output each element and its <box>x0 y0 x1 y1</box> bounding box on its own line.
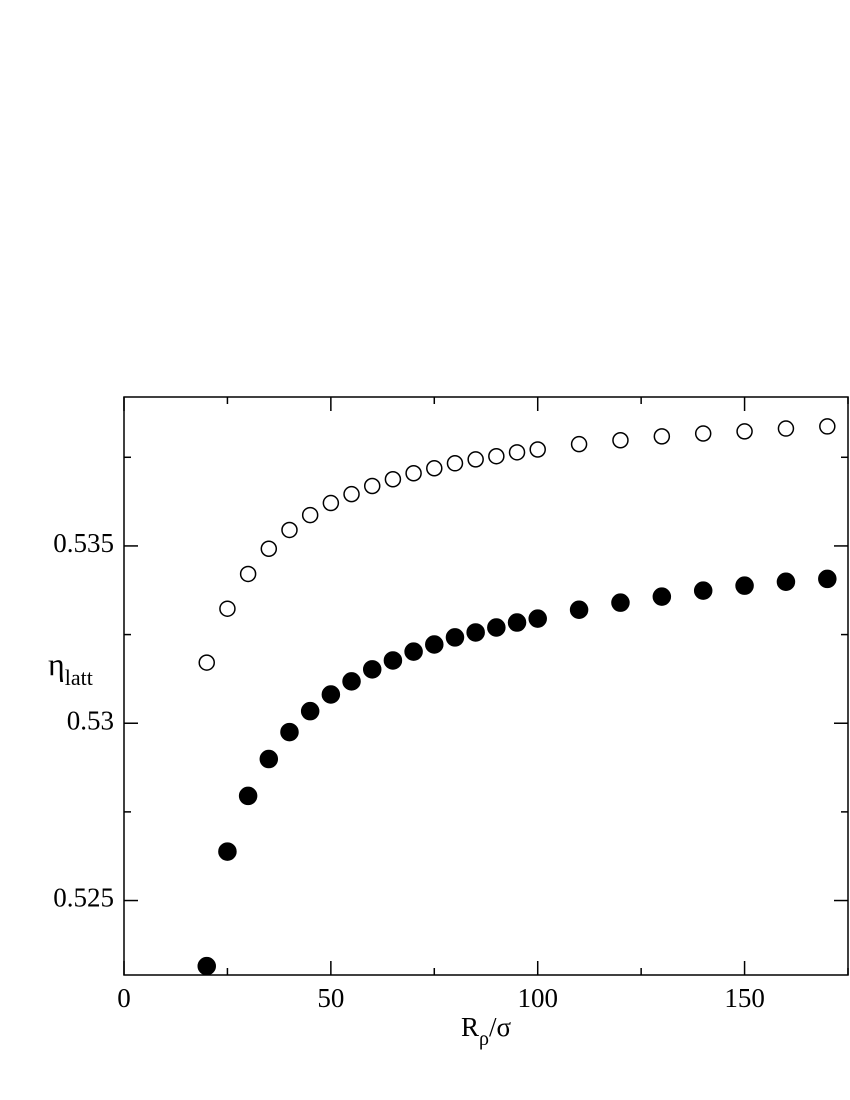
x-tick-label: 100 <box>517 983 558 1013</box>
x-tick-label: 150 <box>724 983 765 1013</box>
x-tick-label: 0 <box>117 983 131 1013</box>
point <box>611 593 630 612</box>
point <box>693 581 713 600</box>
y-tick-label: 0.53 <box>67 705 114 735</box>
point <box>219 600 236 617</box>
point <box>322 494 340 512</box>
y-label-main: η <box>48 646 65 682</box>
point <box>362 660 382 679</box>
point <box>508 444 526 461</box>
y-label-sub: latt <box>65 665 93 690</box>
x-label-sub: ρ <box>479 1028 489 1050</box>
point <box>197 956 216 976</box>
point <box>652 587 672 606</box>
point <box>280 722 299 742</box>
point <box>238 786 258 806</box>
point <box>446 455 464 472</box>
point <box>404 642 423 661</box>
point <box>818 569 837 589</box>
point <box>426 460 443 477</box>
point <box>239 565 257 583</box>
point <box>467 451 484 468</box>
x-label-rest: /σ <box>489 1012 512 1042</box>
point <box>343 485 360 503</box>
x-axis-label: Rρ/σ <box>461 1012 512 1049</box>
point <box>777 420 795 437</box>
point <box>694 425 712 442</box>
point <box>260 540 278 558</box>
point <box>528 609 547 628</box>
point <box>488 447 505 465</box>
y-axis-label: ηlatt <box>48 646 93 690</box>
point <box>198 654 215 671</box>
point <box>384 471 402 488</box>
point <box>570 435 588 453</box>
point <box>383 651 403 670</box>
point <box>466 623 485 642</box>
point <box>653 428 671 445</box>
point <box>507 613 527 632</box>
point <box>405 464 422 482</box>
point <box>300 701 320 721</box>
point <box>736 423 753 440</box>
point <box>342 672 361 691</box>
point <box>321 685 341 704</box>
point <box>363 477 381 495</box>
point <box>259 749 279 769</box>
point <box>735 576 754 595</box>
point <box>487 618 506 637</box>
point <box>445 628 465 647</box>
point <box>819 418 836 435</box>
y-tick-label: 0.525 <box>53 883 114 913</box>
point <box>529 441 546 458</box>
point <box>218 842 237 861</box>
point <box>425 635 444 654</box>
point <box>569 600 589 620</box>
x-tick-label: 50 <box>317 983 344 1013</box>
point <box>281 521 298 539</box>
point <box>776 572 796 591</box>
point <box>612 432 629 449</box>
y-tick-label: 0.535 <box>53 528 114 558</box>
x-label-main: R <box>461 1012 479 1042</box>
plot-frame <box>123 396 849 976</box>
point <box>301 506 319 524</box>
